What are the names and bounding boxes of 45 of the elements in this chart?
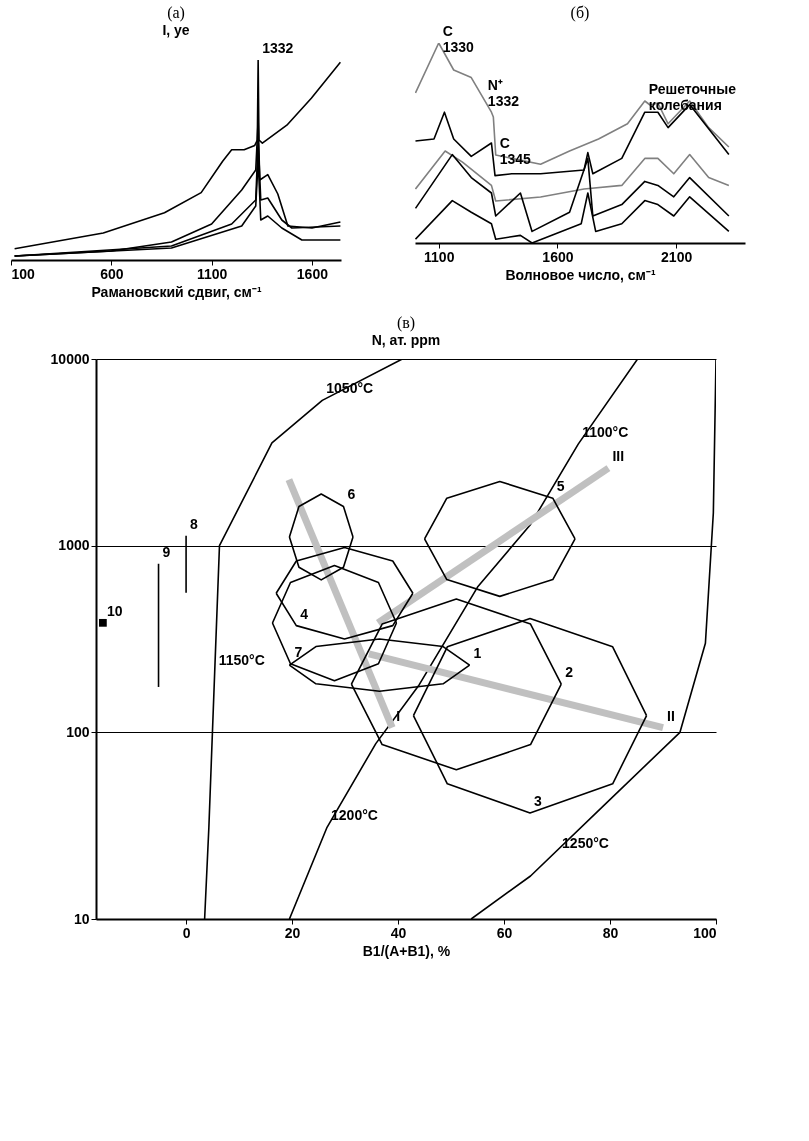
chart-title: (в) — [396, 314, 416, 332]
x-tick-label: 20 — [284, 924, 301, 941]
annotation: Решеточные колебания — [648, 81, 737, 113]
y-tick-label: 10 — [73, 910, 90, 927]
annotation: C 1345 — [499, 135, 532, 167]
y-tick-label: 1000 — [58, 537, 90, 554]
y-tick-label: 100 — [66, 723, 90, 740]
x-tick-label: 100 — [11, 265, 36, 282]
annotation: 5 — [556, 478, 565, 495]
x-axis-title: B1/(A+B1), % — [362, 942, 451, 959]
x-tick-label: 1600 — [542, 248, 574, 265]
annotation: 2 — [565, 664, 574, 681]
x-tick-label: 60 — [496, 924, 513, 941]
annotation: 7 — [294, 643, 303, 660]
x-tick-label: 1100 — [424, 248, 455, 265]
annotation: 8 — [190, 515, 199, 532]
chart-title: (a) — [167, 4, 185, 22]
annotation: C 1330 — [442, 23, 475, 55]
annotation: 1150°C — [218, 651, 265, 668]
y-axis-title: N, ат. ppm — [371, 332, 441, 348]
annotation: 3 — [534, 792, 542, 809]
x-tick-label: 100 — [693, 924, 717, 941]
x-tick-label: 40 — [390, 924, 407, 941]
x-axis-title: Рамановский сдвиг, см⁻¹ — [91, 283, 262, 300]
x-tick-label: 0 — [182, 924, 191, 941]
annotation: 1332 — [262, 40, 294, 56]
x-axis-title: Волновое число, см⁻¹ — [505, 266, 656, 283]
x-tick-label: 600 — [100, 265, 124, 282]
annotation: 1 — [473, 645, 482, 662]
x-tick-label: 80 — [602, 924, 619, 941]
annotation: II — [667, 707, 675, 724]
annotation: 10 — [106, 602, 123, 619]
annotation: 6 — [347, 486, 356, 503]
x-tick-label: 1600 — [296, 265, 329, 282]
annotation: 4 — [300, 605, 309, 622]
annotation: 1200°C — [331, 807, 378, 824]
annotation: 1250°C — [562, 835, 609, 852]
y-tick-label: 10000 — [50, 350, 90, 367]
x-tick-label: 2100 — [661, 248, 693, 265]
chart-title: (б) — [570, 4, 590, 22]
annotation: N⁺ 1332 — [487, 77, 520, 109]
y-axis-title: I, ye — [162, 22, 190, 38]
annotation: 9 — [162, 543, 171, 560]
x-tick-label: 1100 — [196, 265, 228, 282]
annotation: III — [612, 448, 625, 465]
